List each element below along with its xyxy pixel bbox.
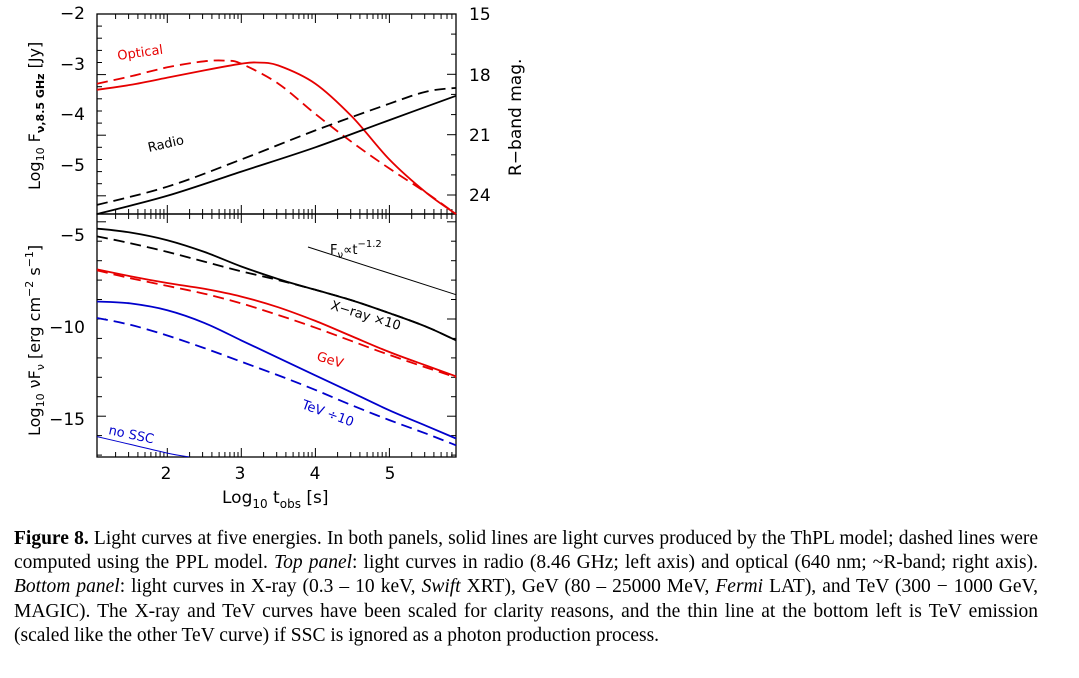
radio-curve-label: Radio	[147, 133, 186, 156]
slope-label: Fν∝t−1.2	[330, 239, 382, 261]
top-ytick-label: −5	[60, 156, 85, 176]
top-right-ytick-label: 15	[469, 5, 491, 25]
top-series-radio-dashed	[96, 87, 457, 206]
xtick-label: 5	[385, 464, 396, 484]
bottom-panel-frame	[96, 213, 457, 458]
xtick-label: 2	[161, 464, 172, 484]
top-right-ytick-label: 24	[469, 186, 491, 206]
caption-top-panel-label: Top panel	[274, 552, 353, 574]
caption-bottom-panel-label: Bottom panel	[14, 576, 120, 598]
tev-curve-label: TeV ÷10	[299, 397, 356, 430]
top-ytick-label: −4	[60, 105, 85, 125]
light-curves	[96, 59, 457, 457]
bottom-y-axis-label: Log10 νFν [erg cm−2 s−1]	[23, 245, 47, 436]
xtick-label: 3	[235, 464, 246, 484]
bottom-ytick-label: −5	[60, 226, 85, 246]
top-right-ytick-label: 18	[469, 66, 491, 86]
nossc-curve-label: no SSC	[107, 423, 155, 447]
caption-text: : light curves in radio (8.46 GHz; left …	[352, 552, 1039, 574]
top-ytick-label: −2	[60, 4, 85, 24]
bottom-series-f-t-1-2-solid-thin	[307, 246, 457, 296]
gev-curve-label: GeV	[315, 349, 345, 371]
bottom-series-x-ray-10-dashed	[96, 235, 457, 342]
caption-text: : light curves in X-ray (0.3 – 10 keV,	[119, 576, 422, 598]
bottom-series-x-ray-10-solid	[96, 227, 457, 342]
caption-text: Light curves at five energies. In both p…	[14, 528, 1039, 574]
top-series-optical-dashed	[96, 59, 457, 215]
caption-text: XRT), GeV (80 – 25000 MeV,	[460, 576, 716, 598]
top-series-optical-solid	[96, 61, 457, 215]
caption-fermi: Fermi	[715, 576, 764, 598]
bottom-ytick-label: −10	[49, 318, 85, 338]
bottom-series-tev-10-solid	[96, 300, 457, 440]
figure-caption: Figure 8. Light curves at five energies.…	[14, 527, 1038, 648]
x-axis-label: Log10 tobs [s]	[222, 488, 328, 511]
caption-figure-label: Figure 8.	[14, 528, 89, 549]
optical-curve-label: Optical	[116, 43, 164, 64]
figure-8-light-curves: −2 −3 −4 −5 15 18 21 24 −5 −10 −15 2 3 4…	[23, 4, 526, 511]
top-series-radio-solid	[96, 94, 457, 215]
xray-curve-label: X−ray ×10	[329, 298, 403, 334]
bottom-ytick-label: −15	[49, 410, 85, 430]
top-right-ytick-label: 21	[469, 126, 491, 146]
bottom-series-gev-dashed	[96, 269, 457, 379]
axis-ticks	[97, 13, 456, 457]
bottom-series-gev-solid	[96, 268, 457, 378]
top-ytick-label: −3	[60, 55, 85, 75]
caption-text: LAT), and TeV (300 − 1000 GeV, MAGIC). T…	[14, 576, 1038, 646]
xtick-label: 4	[310, 464, 321, 484]
top-y-axis-label: Log10 Fν,8.5 GHz [Jy]	[25, 42, 47, 190]
caption-swift: Swift	[421, 576, 461, 598]
bottom-series-no-ssc-solid-thin	[97, 436, 190, 457]
bottom-series-tev-10-dashed	[96, 317, 457, 447]
right-y-axis-label: R−band mag.	[506, 59, 526, 176]
